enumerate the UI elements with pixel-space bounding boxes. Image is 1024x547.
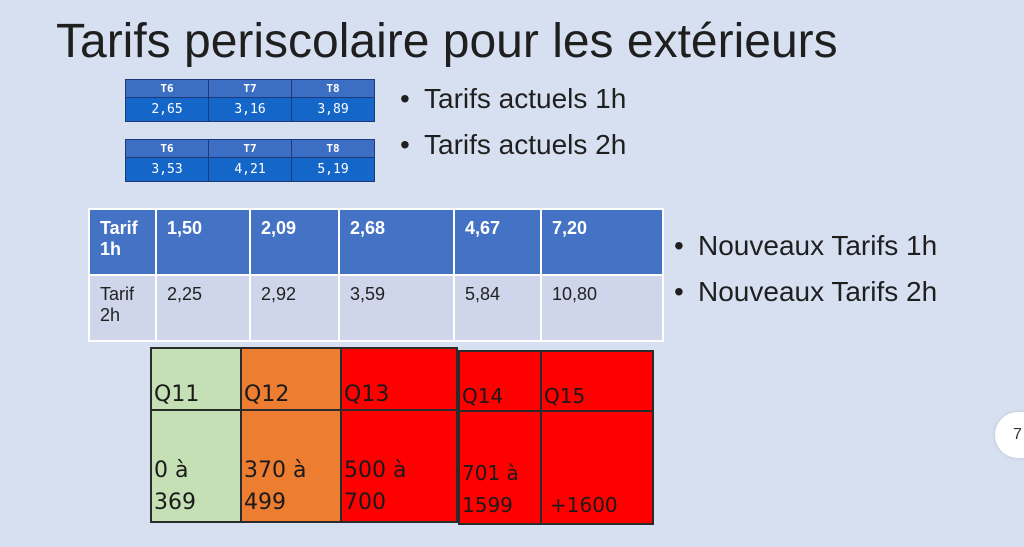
- quintile-label-q13: Q13: [340, 347, 458, 411]
- bullet-icon: •: [674, 230, 684, 261]
- range-line: +1600: [550, 493, 618, 517]
- bullet-text: Nouveaux Tarifs 1h: [698, 230, 938, 261]
- bullet-text: Tarifs actuels 2h: [424, 129, 627, 160]
- table-header: T6: [125, 139, 209, 158]
- bullet-text: Tarifs actuels 1h: [424, 83, 627, 114]
- bullet-text: Nouveaux Tarifs 2h: [698, 276, 938, 307]
- quintile-label: Q12: [244, 382, 290, 407]
- bullet-item: • Tarifs actuels 2h: [400, 122, 626, 168]
- table-cell: 10,80: [540, 274, 664, 342]
- page-number: 7: [1013, 426, 1022, 443]
- new-rates-bullets: • Nouveaux Tarifs 1h • Nouveaux Tarifs 2h: [674, 223, 937, 315]
- table-cell: Tarif 2h: [88, 274, 157, 342]
- table-cell: 3,53: [125, 157, 209, 182]
- bullet-item: • Nouveaux Tarifs 2h: [674, 269, 937, 315]
- quintile-label-q15: Q15: [540, 350, 654, 412]
- bullet-icon: •: [400, 129, 410, 160]
- quintile-label-q11: Q11: [150, 347, 242, 411]
- range-line: 701 à: [462, 461, 519, 485]
- range-line: 700: [344, 490, 386, 515]
- quintile-range-q15: +1600: [540, 410, 654, 525]
- table-header: T7: [208, 139, 292, 158]
- current-rates-bullets: • Tarifs actuels 1h • Tarifs actuels 2h: [400, 76, 626, 168]
- bullet-item: • Nouveaux Tarifs 1h: [674, 223, 937, 269]
- table-cell: Tarif 1h: [88, 208, 157, 276]
- table-cell: 4,21: [208, 157, 292, 182]
- table-cell: 2,25: [155, 274, 251, 342]
- quintile-label-q12: Q12: [240, 347, 342, 411]
- quintile-range: 370 à 499: [244, 455, 306, 519]
- new-rates-table: Tarif 1h 1,50 2,09 2,68 4,67 7,20 Tarif …: [88, 208, 664, 342]
- quintile-label: Q15: [544, 384, 586, 408]
- table-cell: 2,68: [338, 208, 455, 276]
- quintile-label: Q13: [344, 382, 390, 407]
- quintile-range: 701 à 1599: [462, 457, 519, 521]
- table-cell: 2,09: [249, 208, 340, 276]
- range-line: 369: [154, 490, 196, 515]
- quintile-label: Q14: [462, 384, 504, 408]
- table-cell: 3,59: [338, 274, 455, 342]
- table-header: T7: [208, 79, 292, 98]
- table-cell: 7,20: [540, 208, 664, 276]
- bullet-item: • Tarifs actuels 1h: [400, 76, 626, 122]
- quintile-range-q12: 370 à 499: [240, 409, 342, 523]
- table-header: T8: [291, 139, 375, 158]
- range-line: 1599: [462, 493, 513, 517]
- table-cell: 3,89: [291, 97, 375, 122]
- bullet-icon: •: [674, 276, 684, 307]
- page-number-badge: 7: [995, 412, 1024, 458]
- table-cell: 2,92: [249, 274, 340, 342]
- slide-title: Tarifs periscolaire pour les extérieurs: [56, 15, 838, 68]
- quintile-range: 0 à 369: [154, 455, 196, 519]
- table-cell: 4,67: [453, 208, 542, 276]
- table-cell: 5,84: [453, 274, 542, 342]
- table-cell: 2,65: [125, 97, 209, 122]
- quintile-label-q14: Q14: [458, 350, 542, 412]
- current-rates-1h-table: T6 T7 T8 2,65 3,16 3,89: [125, 79, 375, 122]
- table-header: T8: [291, 79, 375, 98]
- quintile-range-q14: 701 à 1599: [458, 410, 542, 525]
- quintile-range: +1600: [550, 489, 618, 521]
- quintile-range-q11: 0 à 369: [150, 409, 242, 523]
- range-line: 499: [244, 490, 286, 515]
- range-line: 0 à: [154, 458, 189, 483]
- table-header: T6: [125, 79, 209, 98]
- table-cell: 1,50: [155, 208, 251, 276]
- current-rates-2h-table: T6 T7 T8 3,53 4,21 5,19: [125, 139, 375, 182]
- quintile-range-q13: 500 à 700: [340, 409, 458, 523]
- range-line: 500 à: [344, 458, 407, 483]
- quintile-label: Q11: [154, 382, 200, 407]
- range-line: 370 à: [244, 458, 307, 483]
- bullet-icon: •: [400, 83, 410, 114]
- table-cell: 3,16: [208, 97, 292, 122]
- quintile-range: 500 à 700: [344, 455, 406, 519]
- table-cell: 5,19: [291, 157, 375, 182]
